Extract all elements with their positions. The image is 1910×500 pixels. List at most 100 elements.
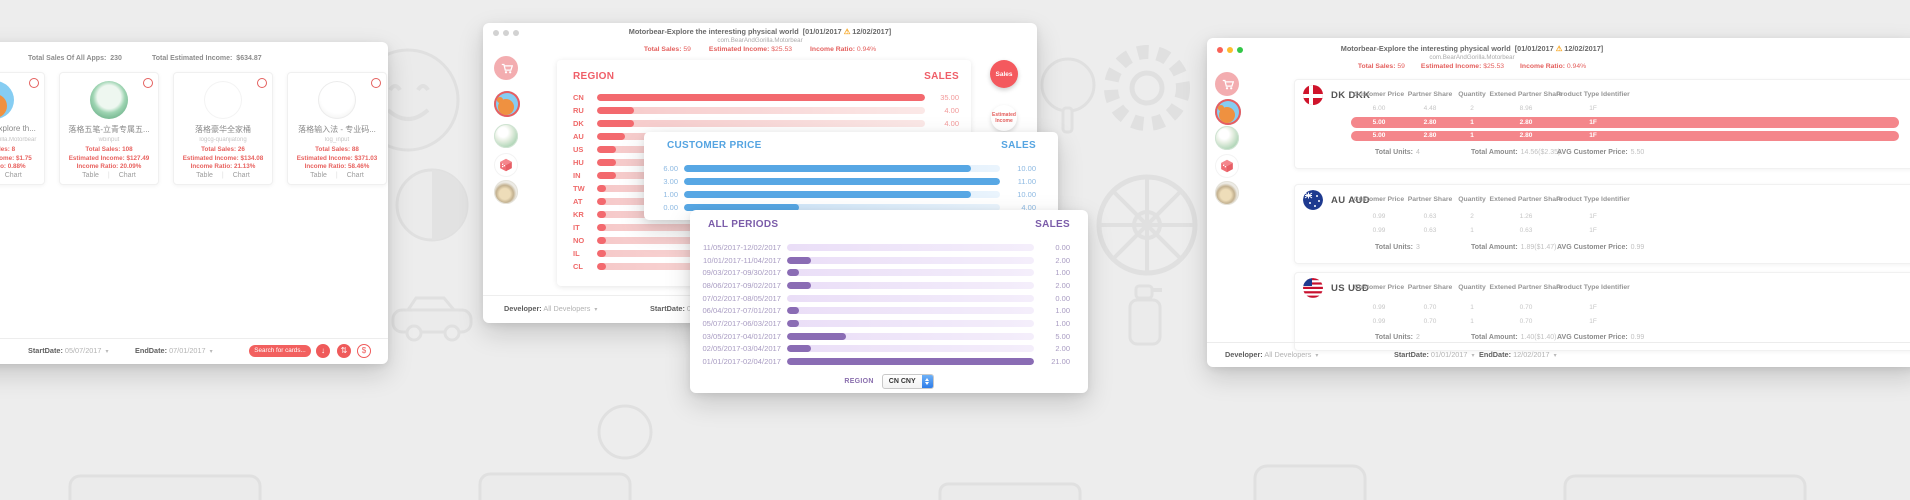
avg-customer-price-label: AVG Customer Price: xyxy=(1557,149,1628,156)
pearl-app-icon[interactable] xyxy=(1215,126,1239,150)
zoom-button[interactable] xyxy=(1237,47,1243,53)
customer-price-row-label: 6.00 xyxy=(663,164,678,173)
table-row: 0.99 0.70 1 0.70 1F xyxy=(1295,315,1910,329)
period-row: 09/03/2017-09/30/2017 1.00 xyxy=(696,266,1070,279)
chart-link[interactable]: Chart xyxy=(346,172,364,179)
zoom-button[interactable] xyxy=(513,30,519,36)
start-date-label: StartDate: xyxy=(650,304,685,313)
stat-label: Estimated Income: xyxy=(68,154,127,162)
chevron-down-icon: ▾ xyxy=(1315,353,1319,359)
column-header: Extened Partner Share xyxy=(1489,284,1563,291)
table-link[interactable]: Table xyxy=(82,172,99,179)
chart-link[interactable]: Chart xyxy=(118,172,136,179)
developer-dropdown[interactable]: Developer: All Developers ▾ xyxy=(504,304,597,313)
card-radio-button[interactable] xyxy=(29,78,39,88)
start-date-picker[interactable]: StartDate: 05/07/2017 ▾ xyxy=(28,346,108,355)
motorbear-app-icon[interactable] xyxy=(494,91,520,117)
currency-section-au: AU AUD Customer Price Partner Share Quantit… xyxy=(1294,184,1910,264)
currency-dollar-icon[interactable]: $ xyxy=(357,343,371,358)
iap-store-icon[interactable] xyxy=(1215,72,1239,96)
period-row-label: 08/06/2017-09/02/2017 xyxy=(702,280,781,290)
shell-app-icon[interactable] xyxy=(1215,181,1239,205)
region-select[interactable]: CN CNY xyxy=(881,373,934,389)
stat-value: $134.08 xyxy=(240,154,264,162)
total-amount-value: 1.89($1.47) xyxy=(1520,244,1557,251)
period-bar-track xyxy=(787,358,1034,366)
region-row-label: RU xyxy=(573,106,584,115)
period-row: 06/04/2017-07/01/2017 1.00 xyxy=(696,304,1070,317)
cube-app-icon[interactable] xyxy=(494,153,518,177)
period-bar-track xyxy=(787,307,1034,315)
card-radio-button[interactable] xyxy=(257,78,267,88)
estimated-income-toggle-button[interactable]: Estimated Income xyxy=(991,105,1017,131)
minimize-button[interactable] xyxy=(503,30,509,36)
region-row-value: 4.00 xyxy=(944,119,959,128)
period-row-value: 0.00 xyxy=(1055,242,1070,252)
end-date-value: 07/01/2017 xyxy=(169,346,206,355)
section-header: AU AUD xyxy=(1303,190,1370,210)
chart-link[interactable]: Chart xyxy=(232,172,250,179)
sales-toggle-button[interactable]: Sales xyxy=(990,60,1018,88)
app-card-stat: Income Ratio: 20.09% xyxy=(62,163,156,170)
minimize-button[interactable] xyxy=(1227,47,1233,53)
close-button[interactable] xyxy=(1217,47,1223,53)
stat-value: 0.88% xyxy=(7,163,26,170)
period-row: 03/05/2017-04/01/2017 5.00 xyxy=(696,330,1070,343)
iap-store-icon[interactable] xyxy=(494,56,518,80)
region-bar-fill xyxy=(597,133,626,140)
end-date-picker[interactable]: EndDate: 07/01/2017 ▾ xyxy=(135,346,213,355)
region-bar-track xyxy=(597,94,925,101)
table-cell: 1F xyxy=(1589,226,1597,234)
card-radio-button[interactable] xyxy=(143,78,153,88)
chart-link[interactable]: Chart xyxy=(4,172,22,179)
app-card-stat: Total Sales: 88 xyxy=(290,146,384,153)
cube-app-icon[interactable] xyxy=(1215,154,1239,178)
shell-app-icon[interactable] xyxy=(494,180,518,204)
period-row: 10/01/2017-11/04/2017 2.00 xyxy=(696,254,1070,267)
region-row-label: CN xyxy=(573,93,584,102)
column-header: Product Type Identifier xyxy=(1556,91,1630,98)
app-card-stat: Total Sales: 8 xyxy=(0,146,42,153)
period-row-value: 1.00 xyxy=(1055,306,1070,316)
region-bar-fill xyxy=(597,237,607,244)
column-header: Quantity xyxy=(1458,284,1486,291)
table-cell: 0.63 xyxy=(1423,226,1437,234)
total-units-value: 2 xyxy=(1415,334,1420,341)
start-date-picker[interactable]: StartDate: 01/01/2017 ▾ xyxy=(1394,350,1474,359)
motorbear-app-icon[interactable] xyxy=(1215,99,1241,125)
pearl-app-icon[interactable] xyxy=(494,124,518,148)
region-select-value: CN CNY xyxy=(888,377,916,385)
period-bar-fill xyxy=(787,345,811,353)
section-rows: 6.00 4.48 2 8.96 1F 5.00 2.80 1 2.80 1F 5.00 2.80 1 2… xyxy=(1295,102,1910,143)
region-bar-track xyxy=(597,120,925,127)
region-row: RU 4.00 xyxy=(573,104,959,117)
period-row-label: 09/03/2017-09/30/2017 xyxy=(702,268,781,278)
card-radio-button[interactable] xyxy=(371,78,381,88)
customer-price-row-value: 10.00 xyxy=(1017,190,1036,199)
region-bar-fill xyxy=(597,94,925,101)
table-link[interactable]: Table xyxy=(310,172,327,179)
currency-report-window: Motorbear-Explore the interesting physic… xyxy=(1207,38,1910,367)
search-input[interactable]: Search for cards... xyxy=(249,345,311,357)
table-link[interactable]: Table xyxy=(196,172,213,179)
table-row: 0.99 0.63 1 0.63 1F xyxy=(1295,224,1910,238)
stat-value: 108 xyxy=(122,146,133,153)
period-row: 07/02/2017-08/05/2017 0.00 xyxy=(696,292,1070,305)
warning-icon: ⚠ xyxy=(843,27,851,36)
app-card-stat: Income Ratio: 58.46% xyxy=(290,163,384,170)
developer-dropdown[interactable]: Developer: All Developers ▾ xyxy=(1225,350,1318,359)
sort-icon[interactable]: ⇅ xyxy=(337,343,351,358)
app-card-stat: Estimated Income: $1.75 xyxy=(0,155,42,162)
estimated-income-label-2: Income xyxy=(995,118,1013,124)
end-date-picker[interactable]: EndDate: 12/02/2017 ▾ xyxy=(1479,350,1557,359)
app-card-subtitle: log_input xyxy=(324,137,350,143)
australia-flag-icon xyxy=(1303,190,1323,210)
region-row: CN 35.00 xyxy=(573,91,959,104)
app-card-stat: Estimated Income: $127.49 xyxy=(62,155,156,162)
section-header: DK DKK xyxy=(1303,85,1370,105)
close-button[interactable] xyxy=(493,30,499,36)
table-cell: 0.63 xyxy=(1423,213,1437,220)
region-row: DK 4.00 xyxy=(573,117,959,130)
download-icon[interactable]: ↓ xyxy=(316,343,330,358)
period-bar-track xyxy=(787,281,1034,289)
